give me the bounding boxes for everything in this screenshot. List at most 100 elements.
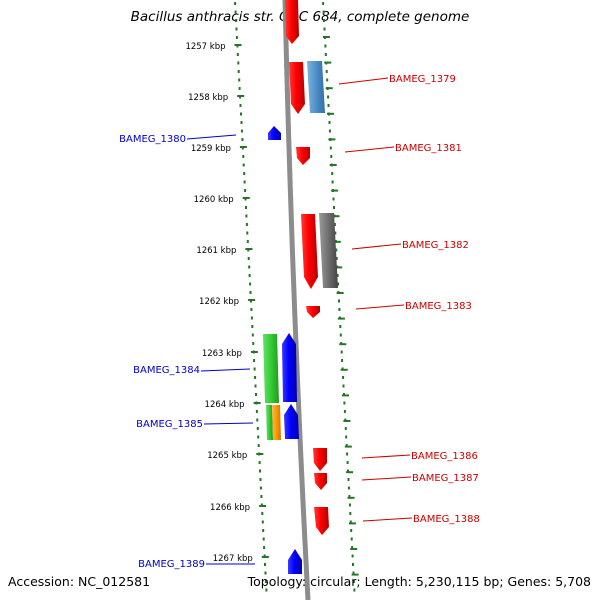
inner-ring-dot — [238, 87, 241, 90]
genome-summary-text: Topology: circular; Length: 5,230,115 bp… — [247, 574, 591, 589]
outer-ring-dot — [323, 19, 325, 22]
inner-ring-dot — [245, 206, 247, 209]
outer-ring-dot — [333, 223, 336, 226]
inner-ring-dot — [240, 112, 242, 116]
gene-label-bameg-1381[interactable]: BAMEG_1381 — [395, 143, 462, 154]
inner-ring-dot — [260, 495, 263, 498]
gene-label-bameg-1387[interactable]: BAMEG_1387 — [412, 473, 479, 484]
inner-ring-dot — [234, 2, 237, 5]
inner-ring-dot — [264, 571, 267, 575]
inner-ring-dot — [234, 10, 237, 14]
outer-ring-dot — [351, 546, 354, 549]
scale-tick-mark — [234, 44, 242, 46]
scale-tick-mark — [259, 505, 267, 507]
gene-label-bameg-1382[interactable]: BAMEG_1382 — [402, 240, 469, 251]
gene-bameg-1385-arrow[interactable] — [284, 404, 299, 439]
gene-bameg-1385-homolog-block-a[interactable] — [266, 405, 273, 440]
outer-ring-dot — [328, 129, 331, 133]
scale-tick-label: 1266 kbp — [210, 503, 250, 513]
gene-label-bameg-1384[interactable]: BAMEG_1384 — [133, 365, 200, 376]
gene-label-bameg-1388[interactable]: BAMEG_1388 — [413, 514, 480, 525]
outer-ring-dot — [338, 308, 341, 311]
outer-ring-dot — [331, 180, 334, 184]
inner-ring-dot — [238, 78, 241, 82]
inner-ring-dot — [235, 36, 238, 39]
outer-ring-tick — [350, 548, 358, 550]
gene-label-bameg-1386[interactable]: BAMEG_1386 — [411, 451, 478, 462]
outer-ring-tick — [328, 138, 336, 141]
gene-bameg-1388-arrow[interactable] — [314, 507, 329, 535]
gene-bameg-1384-homolog-block[interactable] — [263, 334, 279, 403]
gene-bameg-1381-arrow[interactable] — [296, 147, 310, 165]
outer-ring-tick — [333, 240, 341, 243]
gene-bameg-1385-homolog-block-b[interactable] — [272, 405, 281, 440]
outer-ring-dot — [322, 2, 325, 5]
outer-ring-tick — [332, 215, 340, 218]
scale-tick-label: 1265 kbp — [207, 451, 247, 461]
inner-ring-dot — [264, 563, 266, 566]
outer-ring-dot — [328, 121, 331, 124]
gene-label-leader — [362, 517, 413, 522]
gene-bameg-1380-arrow[interactable] — [268, 126, 281, 140]
gene-label-bameg-1379[interactable]: BAMEG_1379 — [389, 74, 456, 85]
scale-tick-label: 1261 kbp — [196, 246, 236, 256]
inner-ring-dot — [262, 537, 265, 541]
inner-ring-dot — [243, 172, 246, 175]
outer-ring-dot — [327, 104, 330, 107]
gene-bameg-1382-arrow[interactable] — [301, 214, 318, 289]
inner-ring-dot — [257, 435, 260, 439]
outer-ring-tick — [336, 292, 344, 294]
outer-ring-dot — [343, 410, 346, 413]
scale-tick-mark — [239, 146, 247, 148]
outer-ring-tick — [340, 368, 348, 371]
gene-bameg-1382-homolog-block[interactable] — [319, 213, 338, 288]
outer-ring-dot — [337, 282, 340, 286]
scale-tick-label: 1257 kbp — [185, 42, 225, 52]
outer-ring-dot — [327, 95, 330, 99]
gene-bameg-1378-arrow[interactable] — [285, 0, 299, 44]
outer-ring-dot — [330, 155, 333, 158]
outer-ring-dot — [324, 44, 327, 48]
inner-ring-dot — [242, 163, 245, 167]
outer-ring-tick — [337, 317, 345, 320]
gene-bameg-1379-homolog-block[interactable] — [307, 61, 325, 113]
outer-ring-dot — [339, 333, 342, 337]
outer-ring-dot — [340, 350, 343, 354]
inner-ring-dot — [250, 316, 253, 320]
outer-ring-dot — [346, 461, 349, 464]
gene-label-leader — [355, 304, 405, 310]
outer-ring-dot — [326, 78, 329, 82]
gene-bameg-1389-arrow[interactable] — [288, 549, 302, 574]
inner-ring-dot — [251, 333, 254, 337]
gene-label-bameg-1389[interactable]: BAMEG_1389 — [138, 559, 205, 570]
scale-tick-mark — [253, 402, 261, 404]
outer-ring-dot — [336, 274, 339, 277]
outer-ring-dot — [347, 478, 350, 481]
gene-bameg-1386-arrow[interactable] — [313, 448, 327, 471]
gene-bameg-1387-arrow[interactable] — [314, 473, 327, 490]
scale-tick-mark — [242, 197, 250, 199]
outer-ring-dot — [350, 537, 353, 541]
outer-ring-tick — [346, 471, 354, 474]
inner-ring-dot — [249, 282, 252, 286]
outer-ring-dot — [333, 206, 335, 209]
inner-ring-dot — [245, 214, 248, 218]
inner-ring-dot — [259, 478, 262, 481]
gene-bameg-1384-arrow[interactable] — [282, 333, 297, 402]
outer-ring-dot — [332, 197, 335, 201]
outer-ring-dot — [347, 486, 350, 490]
gene-label-leader — [186, 134, 237, 140]
gene-label-bameg-1385[interactable]: BAMEG_1385 — [136, 419, 203, 430]
inner-ring-dot — [259, 469, 261, 473]
outer-ring-dot — [344, 427, 347, 430]
gene-label-bameg-1383[interactable]: BAMEG_1383 — [405, 301, 472, 312]
gene-bameg-1379-arrow[interactable] — [289, 62, 305, 114]
outer-ring-dot — [352, 580, 355, 583]
gene-label-bameg-1380[interactable]: BAMEG_1380 — [119, 134, 186, 145]
inner-ring-dot — [261, 512, 264, 515]
scale-tick-label: 1260 kbp — [194, 195, 234, 205]
outer-ring-dot — [348, 503, 351, 507]
gene-bameg-1383-arrow[interactable] — [306, 306, 320, 318]
